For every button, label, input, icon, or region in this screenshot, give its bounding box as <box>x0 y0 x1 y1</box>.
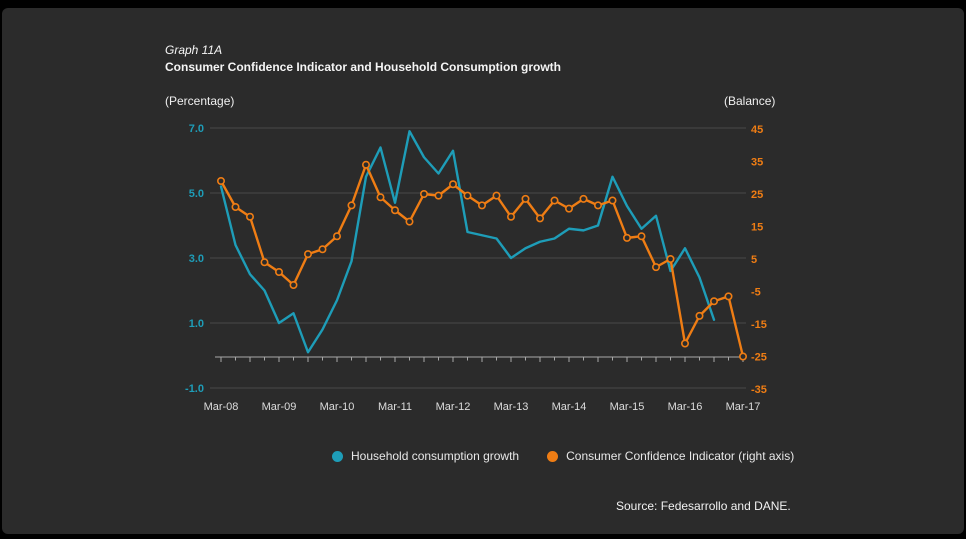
data-point-marker <box>246 212 255 221</box>
data-point-marker <box>535 214 544 223</box>
data-point-marker <box>260 258 269 267</box>
right-axis-tick-label: -5 <box>751 287 761 299</box>
teal-legend-dot-icon <box>332 450 343 462</box>
chart-panel <box>2 8 964 534</box>
data-point-marker <box>695 311 704 320</box>
data-point-marker <box>521 194 530 203</box>
series-line-household-consumption <box>219 130 716 354</box>
x-axis-label: Mar-17 <box>726 401 761 413</box>
right-axis-tick-label: 35 <box>751 157 763 169</box>
x-axis-label: Mar-11 <box>378 401 412 413</box>
data-point-marker <box>217 177 226 186</box>
legend-item-household-consumption: Household consumption growth <box>332 449 519 463</box>
data-point-marker <box>564 204 573 213</box>
x-axis-label: Mar-08 <box>204 401 239 413</box>
data-point-marker <box>637 232 646 241</box>
data-point-marker <box>332 232 341 241</box>
right-axis-tick-label: -15 <box>751 319 767 331</box>
data-point-marker <box>550 196 559 205</box>
x-axis-label: Mar-16 <box>668 401 703 413</box>
data-point-marker <box>666 255 675 264</box>
left-axis-tick-label: 5.0 <box>189 188 204 200</box>
data-point-marker <box>405 217 414 226</box>
right-axis-tick-label: -35 <box>751 384 767 396</box>
left-axis-tick-label: 3.0 <box>189 253 204 265</box>
x-axis-label: Mar-14 <box>552 401 587 413</box>
orange-legend-dot-icon <box>547 450 559 462</box>
data-point-marker <box>318 245 327 254</box>
data-point-marker <box>347 201 356 210</box>
left-axis-tick-label: 7.0 <box>189 123 204 135</box>
x-axis-label: Mar-10 <box>320 401 355 413</box>
data-point-marker <box>303 250 312 259</box>
left-axis-unit-label: (Percentage) <box>165 94 235 108</box>
data-point-marker <box>651 263 660 272</box>
data-point-marker <box>289 280 298 289</box>
left-axis-tick-label: 1.0 <box>189 318 204 330</box>
data-point-marker <box>463 191 472 200</box>
data-point-marker <box>419 190 428 199</box>
source-text: Source: Fedesarrollo and DANE. <box>616 499 791 513</box>
data-point-marker <box>593 201 602 210</box>
data-point-marker <box>738 352 747 361</box>
data-point-marker <box>608 196 617 205</box>
right-axis-tick-label: 45 <box>751 124 763 136</box>
graph-number-label: Graph 11A <box>165 43 223 57</box>
data-point-marker <box>448 180 457 189</box>
data-point-marker <box>390 206 399 215</box>
data-point-marker <box>680 339 689 348</box>
data-point-marker <box>477 201 486 210</box>
right-axis-tick-label: 15 <box>751 222 763 234</box>
legend: Household consumption growth Consumer Co… <box>332 449 794 463</box>
right-axis-tick-label: -25 <box>751 352 767 364</box>
x-axis-label: Mar-13 <box>494 401 529 413</box>
x-axis-label: Mar-15 <box>610 401 645 413</box>
x-axis-label: Mar-12 <box>436 401 471 413</box>
data-point-marker <box>361 160 370 169</box>
data-point-marker <box>622 233 631 242</box>
data-point-marker <box>434 191 443 200</box>
x-axis-label: Mar-09 <box>262 401 297 413</box>
data-point-marker <box>492 191 501 200</box>
data-point-marker <box>579 194 588 203</box>
right-axis-tick-label: 5 <box>751 254 757 266</box>
data-point-marker <box>724 292 733 301</box>
chart-header: Graph 11A Consumer Confidence Indicator … <box>165 42 561 76</box>
data-point-marker <box>506 212 515 221</box>
data-point-marker <box>231 203 240 212</box>
legend-item-consumer-confidence: Consumer Confidence Indicator (right axi… <box>547 449 794 463</box>
legend-label: Consumer Confidence Indicator (right axi… <box>566 449 795 463</box>
data-point-marker <box>274 267 283 276</box>
legend-label: Household consumption growth <box>351 449 520 463</box>
left-axis-tick-label: -1.0 <box>185 383 204 395</box>
chart-title: Consumer Confidence Indicator and Househ… <box>165 60 561 74</box>
data-point-marker <box>376 193 385 202</box>
data-point-marker <box>709 297 718 306</box>
right-axis-tick-label: 25 <box>751 189 763 201</box>
right-axis-unit-label: (Balance) <box>724 94 776 108</box>
